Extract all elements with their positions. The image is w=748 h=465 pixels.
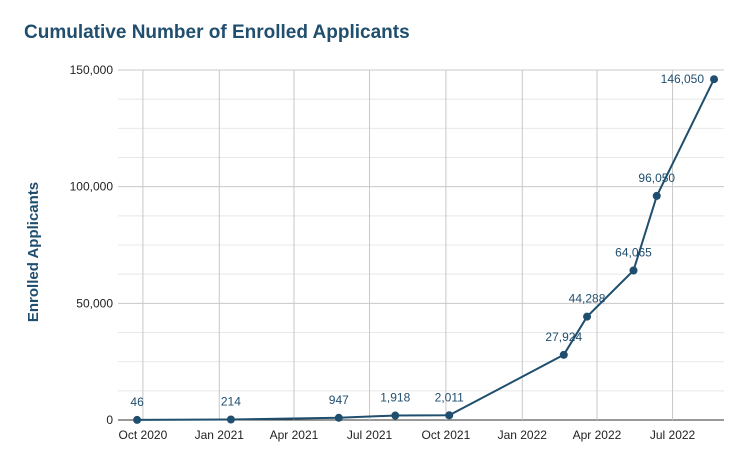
y-tick-label: 150,000 bbox=[70, 63, 114, 77]
x-tick-label: Apr 2021 bbox=[270, 428, 319, 442]
data-label: 44,288 bbox=[569, 292, 606, 306]
data-point bbox=[391, 411, 400, 420]
data-point bbox=[133, 415, 142, 424]
data-label: 64,065 bbox=[615, 246, 652, 260]
x-tick-label: Oct 2021 bbox=[422, 428, 471, 442]
data-point bbox=[226, 415, 235, 424]
x-tick-label: Jul 2022 bbox=[650, 428, 696, 442]
x-tick-label: Apr 2022 bbox=[573, 428, 622, 442]
data-point bbox=[559, 350, 568, 359]
y-tick-label: 0 bbox=[106, 413, 113, 427]
data-label: 27,924 bbox=[545, 330, 582, 344]
series-line bbox=[137, 78, 715, 421]
data-point bbox=[710, 75, 719, 84]
data-label: 947 bbox=[329, 393, 349, 407]
data-point bbox=[334, 413, 343, 422]
x-tick-label: Jan 2021 bbox=[195, 428, 245, 442]
y-tick-label: 50,000 bbox=[76, 296, 113, 310]
data-label: 214 bbox=[221, 395, 241, 409]
data-label: 1,918 bbox=[380, 391, 410, 405]
y-tick-label: 100,000 bbox=[70, 180, 114, 194]
data-label: 96,050 bbox=[638, 171, 675, 185]
y-axis-label: Enrolled Applicants bbox=[25, 182, 42, 322]
data-label: 146,050 bbox=[661, 72, 705, 86]
x-tick-label: Oct 2020 bbox=[119, 428, 168, 442]
chart-title: Cumulative Number of Enrolled Applicants bbox=[24, 22, 410, 43]
data-point bbox=[629, 266, 638, 275]
data-label: 2,011 bbox=[435, 390, 464, 404]
data-point bbox=[445, 411, 454, 420]
data-label: 46 bbox=[130, 395, 144, 409]
x-tick-label: Jan 2022 bbox=[498, 428, 548, 442]
data-point bbox=[652, 191, 661, 200]
x-tick-label: Jul 2021 bbox=[347, 428, 393, 442]
data-point bbox=[583, 312, 592, 321]
